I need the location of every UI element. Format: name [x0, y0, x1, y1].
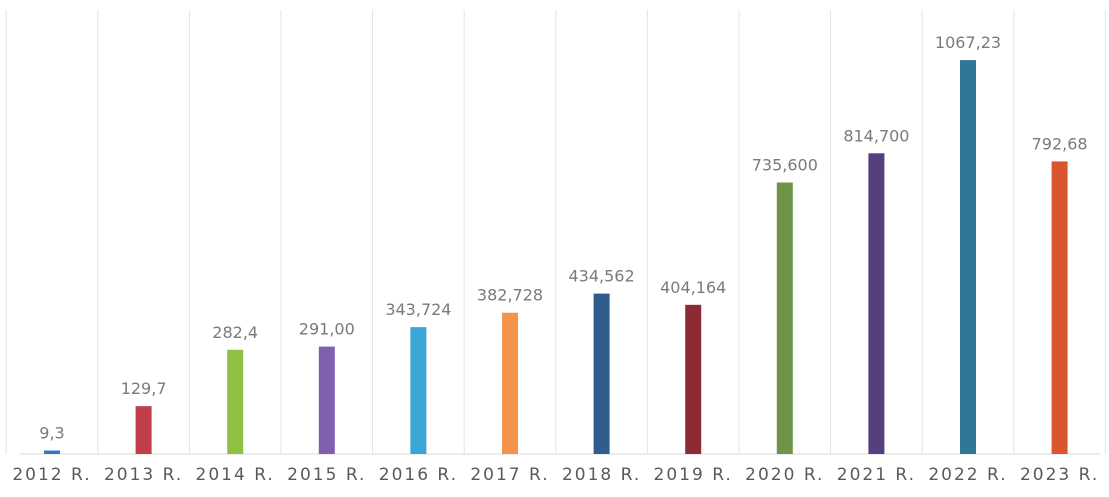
x-tick-label: 2022 R. [928, 465, 1007, 485]
data-label: 735,600 [752, 155, 818, 174]
bar-2020 [776, 182, 793, 454]
data-label: 9,3 [39, 424, 64, 443]
bar-2014 [227, 349, 244, 454]
data-label: 404,164 [660, 278, 726, 297]
bar-2016 [410, 327, 427, 454]
x-tick-label: 2016 R. [379, 465, 458, 485]
bar-2019 [685, 304, 702, 454]
x-tick-label: 2013 R. [104, 465, 183, 485]
x-tick-label: 2020 R. [745, 465, 824, 485]
x-tick-label: 2015 R. [287, 465, 366, 485]
x-axis-tick-labels: 2012 R. 2013 R. 2014 R. 2015 R. 2016 R. 2017 … [12, 465, 1099, 485]
bar-2022 [960, 60, 976, 455]
data-label: 434,562 [569, 267, 635, 286]
data-label: 282,4 [212, 323, 258, 342]
bar-2023 [1051, 161, 1068, 454]
data-label: 343,724 [385, 300, 451, 319]
bar-2018 [593, 293, 610, 454]
x-tick-label: 2017 R. [470, 465, 549, 485]
bar-2017 [502, 312, 518, 454]
bar-2021 [868, 153, 885, 454]
bar-2012 [44, 450, 60, 454]
x-tick-label: 2021 R. [837, 465, 916, 485]
x-tick-label: 2014 R. [196, 465, 275, 485]
bar-2015 [318, 346, 335, 454]
x-tick-label: 2012 R. [12, 465, 91, 485]
data-label: 792,68 [1032, 134, 1088, 153]
x-tick-label: 2019 R. [654, 465, 733, 485]
data-labels: 9,3 129,7 282,4 291,00 343,724 382,728 434,562… [39, 33, 1087, 442]
x-tick-label: 2018 R. [562, 465, 641, 485]
data-label: 129,7 [121, 379, 167, 398]
gridlines [5, 10, 1106, 454]
data-label: 382,728 [477, 286, 543, 305]
data-label: 814,700 [843, 126, 909, 145]
bar-2013 [135, 406, 152, 454]
data-label: 291,00 [299, 320, 355, 339]
x-tick-label: 2023 R. [1020, 465, 1099, 485]
bars [44, 60, 1068, 455]
data-label: 1067,23 [935, 33, 1001, 52]
